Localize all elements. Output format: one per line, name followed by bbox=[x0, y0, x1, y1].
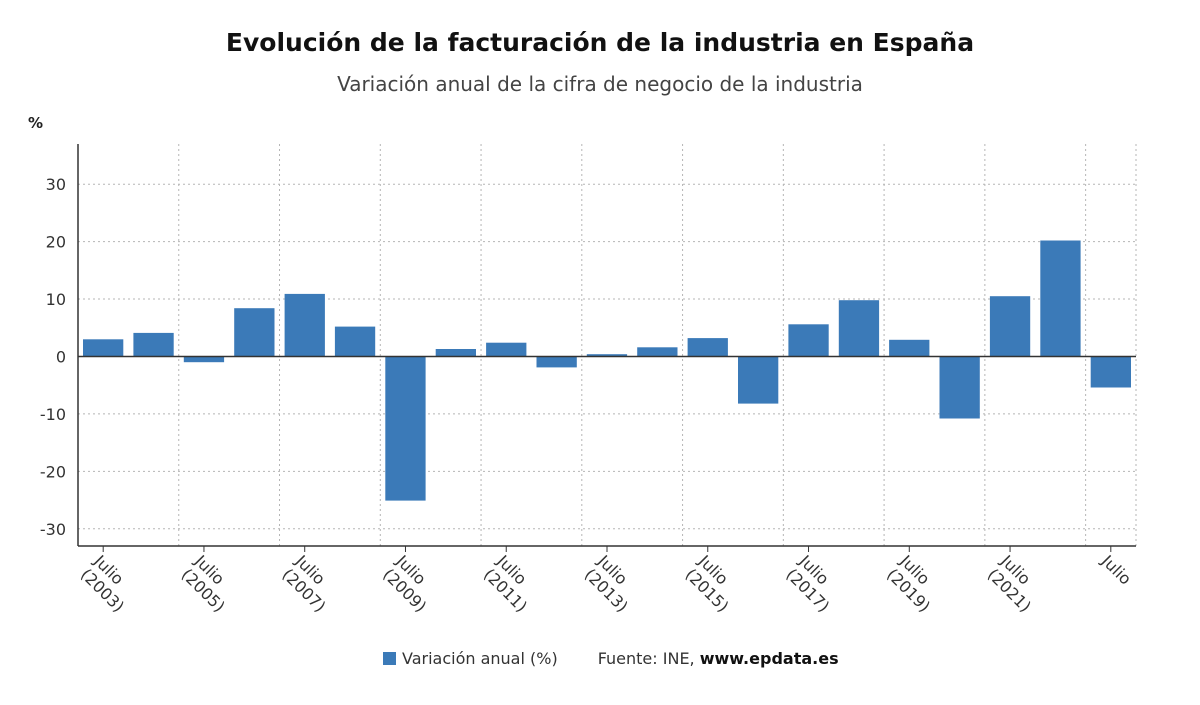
bar bbox=[284, 293, 325, 357]
y-tick-label: -30 bbox=[40, 520, 66, 539]
bar bbox=[738, 356, 779, 404]
x-tick-label: Julio(2011) bbox=[479, 551, 544, 616]
bar bbox=[435, 349, 476, 357]
y-tick-label: 0 bbox=[56, 347, 66, 366]
x-tick-label: Julio(2015) bbox=[681, 551, 746, 616]
x-tick-label: Julio(2019) bbox=[882, 551, 947, 616]
bar bbox=[989, 296, 1031, 357]
bars-layer bbox=[83, 240, 1131, 501]
x-tick-label: Julio(2005) bbox=[177, 551, 242, 616]
y-axis-unit-label: % bbox=[28, 114, 44, 132]
y-tick-label: 30 bbox=[46, 175, 66, 194]
x-tick-label: Julio(2021) bbox=[983, 551, 1048, 616]
legend-swatch bbox=[383, 652, 396, 665]
bar bbox=[838, 300, 880, 357]
bar bbox=[536, 356, 577, 368]
y-tick-label: -10 bbox=[40, 405, 66, 424]
bar bbox=[637, 347, 678, 357]
x-tick-label: Julio(2007) bbox=[278, 551, 343, 616]
legend-label: Variación anual (%) bbox=[402, 649, 558, 668]
axis-layer bbox=[77, 144, 1136, 552]
y-tick-label: -20 bbox=[40, 462, 66, 481]
bar bbox=[889, 339, 930, 357]
bar bbox=[486, 342, 527, 357]
bar bbox=[385, 356, 426, 501]
bar bbox=[939, 356, 980, 419]
x-tick-label: Julio(2017) bbox=[782, 551, 847, 616]
bar bbox=[1040, 240, 1081, 357]
bar bbox=[1090, 356, 1131, 388]
source-site: www.epdata.es bbox=[699, 649, 839, 668]
bar bbox=[586, 354, 628, 357]
y-tick-label: 10 bbox=[46, 290, 66, 309]
source-prefix: Fuente: INE, bbox=[597, 649, 695, 668]
x-tick-label-line: Julio bbox=[1097, 551, 1135, 589]
bar bbox=[788, 324, 829, 357]
x-tick-label: Julio(2003) bbox=[76, 551, 141, 616]
bar bbox=[234, 308, 275, 357]
bar bbox=[183, 356, 225, 363]
bar bbox=[83, 339, 124, 357]
chart-title: Evolución de la facturación de la indust… bbox=[225, 28, 975, 57]
x-tick-label: Julio(2009) bbox=[379, 551, 444, 616]
x-tick-label: Julio bbox=[1097, 551, 1135, 589]
bar bbox=[334, 326, 376, 357]
bar bbox=[133, 332, 174, 357]
legend: Variación anual (%) Fuente: INE, www.epd… bbox=[383, 649, 839, 668]
y-tick-label: 20 bbox=[46, 233, 66, 252]
chart-subtitle: Variación anual de la cifra de negocio d… bbox=[337, 72, 863, 96]
bar bbox=[687, 338, 728, 357]
source-note: Fuente: INE, www.epdata.es bbox=[598, 649, 839, 668]
x-tick-label: Julio(2013) bbox=[580, 551, 645, 616]
